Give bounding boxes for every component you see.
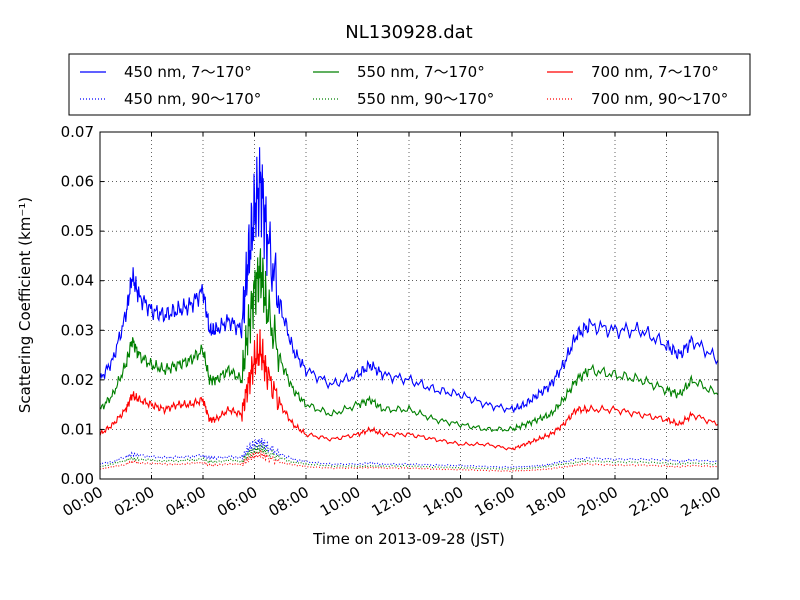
x-tick-label: 02:00 (111, 483, 157, 520)
legend-label-4: 700 nm, 7～170° (591, 63, 719, 81)
y-tick-label: 0.07 (61, 123, 94, 141)
series-line-2 (99, 248, 719, 433)
legend-label-3: 550 nm, 90～170° (357, 90, 494, 108)
x-tick-label: 10:00 (317, 483, 363, 520)
grid (100, 132, 718, 479)
legend-label-5: 700 nm, 90～170° (591, 90, 728, 108)
legend-label-0: 450 nm, 7～170° (124, 63, 252, 81)
x-tick-label: 16:00 (472, 483, 518, 520)
y-tick-label: 0.02 (61, 371, 94, 389)
series-line-0 (99, 147, 719, 414)
y-axis-label: Scattering Coefficient (km⁻¹) (16, 197, 34, 413)
x-tick-label: 14:00 (420, 483, 466, 520)
x-tick-label: 04:00 (163, 483, 209, 520)
legend-label-1: 450 nm, 90～170° (124, 90, 261, 108)
x-tick-label: 12:00 (369, 483, 415, 520)
series-line-1 (99, 437, 719, 468)
y-tick-label: 0.01 (61, 420, 94, 438)
x-tick-label: 00:00 (60, 483, 106, 520)
chart-title: NL130928.dat (345, 22, 472, 43)
legend-box (68, 53, 751, 116)
y-tick-label: 0.05 (61, 222, 94, 240)
legend-label-2: 550 nm, 7～170° (357, 63, 485, 81)
series-line-4 (99, 329, 719, 451)
series-layer (99, 147, 719, 472)
y-tick-label: 0.04 (61, 272, 94, 290)
series-line-5 (99, 449, 718, 472)
x-tick-label: 06:00 (214, 483, 260, 520)
y-tick-label: 0.00 (61, 470, 94, 488)
y-tick-label: 0.03 (61, 321, 94, 339)
x-tick-label: 08:00 (266, 483, 312, 520)
x-tick-label: 22:00 (626, 483, 672, 520)
x-tick-label: 24:00 (678, 483, 724, 520)
legend: 450 nm, 7～170° 550 nm, 7～170° 700 nm, 7～17… (68, 53, 751, 116)
x-axis-label: Time on 2013-09-28 (JST) (312, 530, 505, 548)
x-tick-label: 20:00 (575, 483, 621, 520)
y-tick-label: 0.06 (61, 173, 94, 191)
x-tick-label: 18:00 (523, 483, 569, 520)
